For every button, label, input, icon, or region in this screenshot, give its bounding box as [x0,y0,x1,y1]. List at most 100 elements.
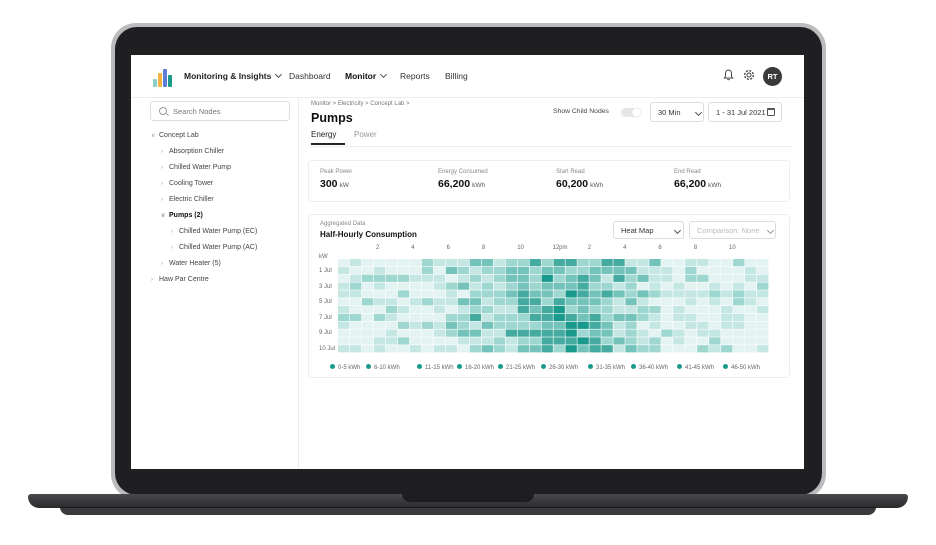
heatmap-cell[interactable] [517,274,529,282]
heatmap-cell[interactable] [565,337,577,345]
heatmap-cell[interactable] [397,329,410,337]
heatmap-cell[interactable] [445,298,458,306]
heatmap-cell[interactable] [529,329,541,337]
heatmap-cell[interactable] [541,259,553,267]
tree-node[interactable]: › Absorption Chiller [161,148,224,155]
heatmap-cell[interactable] [601,313,613,322]
heatmap-cell[interactable] [469,282,482,290]
heatmap-cell[interactable] [349,274,362,282]
heatmap-cell[interactable] [481,282,494,290]
heatmap-cell[interactable] [409,298,422,306]
heatmap-cell[interactable] [721,290,733,298]
comparison-select[interactable]: Comparison: None [689,221,776,239]
heatmap-cell[interactable] [529,345,541,353]
heatmap-cell[interactable] [553,329,565,337]
heatmap-cell[interactable] [733,290,745,298]
heatmap-cell[interactable] [613,259,625,267]
heatmap-cell[interactable] [433,306,446,314]
search-box[interactable] [150,101,290,121]
tree-node[interactable]: › Haw Par Centre [151,276,209,283]
heatmap-cell[interactable] [481,274,494,282]
heatmap-cell[interactable] [481,345,494,353]
heatmap-cell[interactable] [469,329,482,337]
heatmap-cell[interactable] [577,274,589,282]
heatmap-cell[interactable] [421,321,434,329]
heatmap-cell[interactable] [709,266,721,275]
heatmap-cell[interactable] [517,345,529,353]
heatmap-cell[interactable] [517,290,529,298]
heatmap-cell[interactable] [733,313,745,322]
heatmap-cell[interactable] [697,337,709,345]
heatmap-cell[interactable] [625,313,637,322]
heatmap-cell[interactable] [361,337,374,345]
heatmap-cell[interactable] [505,306,517,314]
heatmap-cell[interactable] [397,298,410,306]
heatmap-cell[interactable] [577,337,589,345]
heatmap-cell[interactable] [637,345,649,353]
heatmap-cell[interactable] [505,313,517,322]
heatmap-cell[interactable] [721,274,733,282]
heatmap-cell[interactable] [457,290,470,298]
heatmap-cell[interactable] [517,329,529,337]
heatmap-cell[interactable] [529,298,541,306]
heatmap-cell[interactable] [553,306,565,314]
heatmap-cell[interactable] [637,306,649,314]
heatmap-cell[interactable] [529,282,541,290]
heatmap-cell[interactable] [685,337,697,345]
heatmap-cell[interactable] [589,345,601,353]
heatmap-cell[interactable] [601,290,613,298]
heatmap-cell[interactable] [625,329,637,337]
legend-item[interactable]: 31-35 kWh [588,364,625,371]
heatmap-cell[interactable] [673,329,685,337]
heatmap-cell[interactable] [349,345,362,353]
heatmap-cell[interactable] [589,290,601,298]
heatmap-cell[interactable] [517,306,529,314]
heatmap-cell[interactable] [493,306,506,314]
heatmap-cell[interactable] [673,274,685,282]
heatmap-cell[interactable] [433,274,446,282]
heatmap-cell[interactable] [338,329,350,337]
heatmap-cell[interactable] [721,306,733,314]
heatmap-cell[interactable] [433,259,446,267]
heatmap-cell[interactable] [421,345,434,353]
heatmap-cell[interactable] [493,259,506,267]
chevron-right-icon[interactable]: › [161,165,163,171]
heatmap-cell[interactable] [733,274,745,282]
bell-icon[interactable] [722,69,734,81]
heatmap-cell[interactable] [493,274,506,282]
legend-item[interactable]: 46-50 kWh [723,364,760,371]
heatmap-cell[interactable] [553,321,565,329]
heatmap-cell[interactable] [757,345,769,353]
heatmap-cell[interactable] [338,290,350,298]
heatmap-cell[interactable] [553,266,565,275]
heatmap-cell[interactable] [625,274,637,282]
heatmap-cell[interactable] [661,259,673,267]
heatmap-cell[interactable] [361,259,374,267]
nav-billing[interactable]: Billing [445,71,468,81]
heatmap-cell[interactable] [577,259,589,267]
heatmap-cell[interactable] [721,259,733,267]
heatmap-cell[interactable] [589,313,601,322]
heatmap-cell[interactable] [673,306,685,314]
heatmap-cell[interactable] [481,337,494,345]
heatmap-cell[interactable] [373,282,386,290]
heatmap-cell[interactable] [685,298,697,306]
heatmap-cell[interactable] [338,337,350,345]
heatmap-cell[interactable] [661,337,673,345]
heatmap-cell[interactable] [493,282,506,290]
heatmap-cell[interactable] [721,345,733,353]
heatmap-cell[interactable] [661,345,673,353]
heatmap-cell[interactable] [613,329,625,337]
heatmap-cell[interactable] [565,321,577,329]
heatmap-cell[interactable] [409,290,422,298]
heatmap-cell[interactable] [338,282,350,290]
tree-node[interactable]: ∨ Pumps (2) [161,212,203,219]
heatmap-cell[interactable] [493,337,506,345]
heatmap-cell[interactable] [493,313,506,322]
heatmap-cell[interactable] [685,321,697,329]
heatmap-cell[interactable] [649,282,661,290]
heatmap-cell[interactable] [601,266,613,275]
heatmap-cell[interactable] [469,306,482,314]
heatmap-cell[interactable] [625,298,637,306]
heatmap-cell[interactable] [709,290,721,298]
